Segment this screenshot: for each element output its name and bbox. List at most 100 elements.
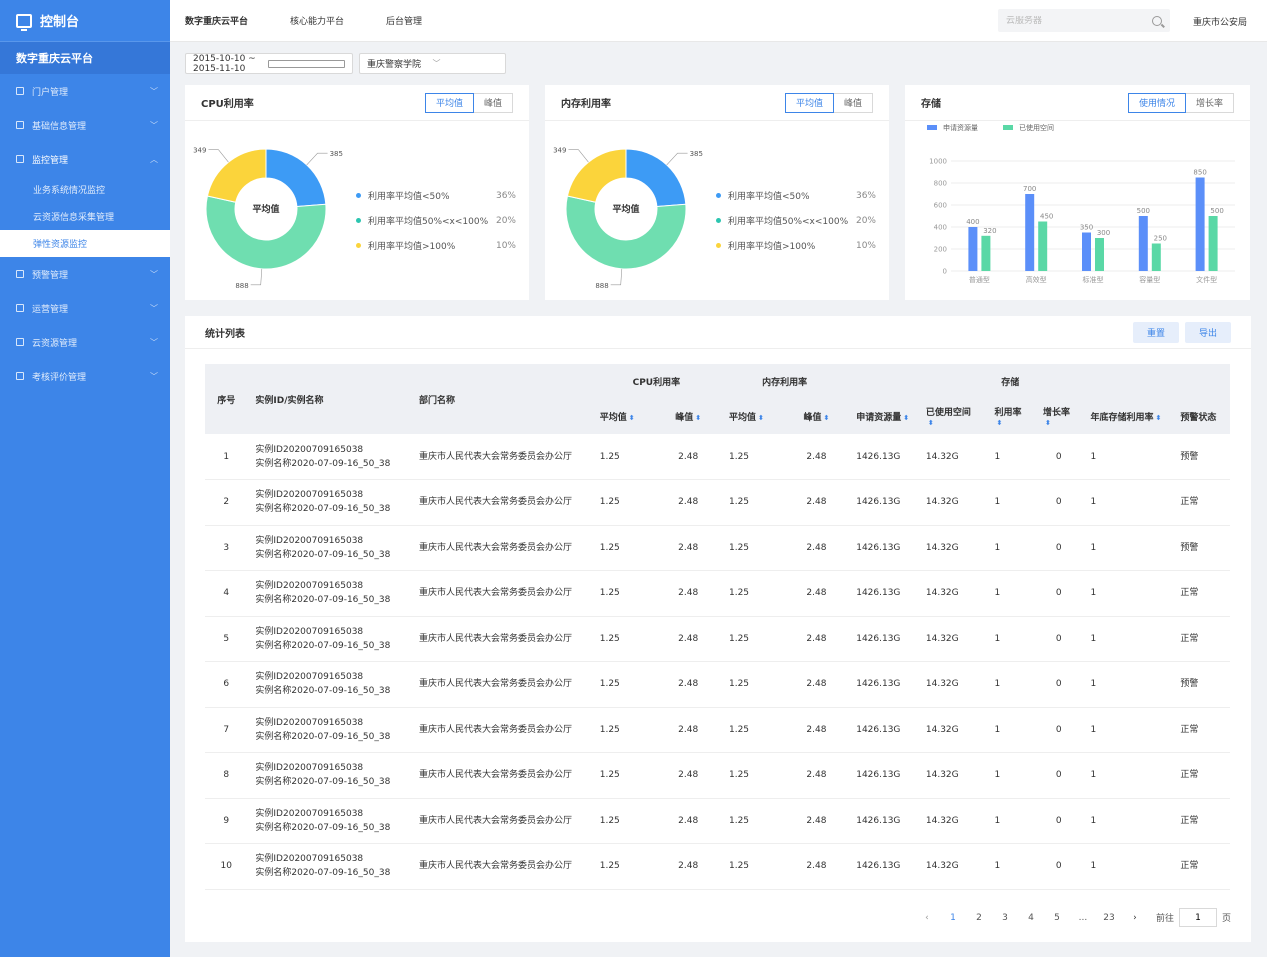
sort-icon[interactable]: ⬍ bbox=[1045, 419, 1051, 427]
col-mem-avg[interactable]: 平均值 ⬍ bbox=[720, 399, 785, 434]
bar-value-label: 500 bbox=[1210, 207, 1223, 215]
document-icon bbox=[16, 372, 24, 380]
export-button[interactable]: 导出 bbox=[1184, 321, 1231, 343]
x-tick-label: 文件型 bbox=[1196, 275, 1217, 284]
memory-avg-button[interactable]: 平均值 bbox=[784, 92, 834, 113]
donut-slice[interactable] bbox=[205, 195, 327, 270]
sidebar-item-portal[interactable]: 门户管理 ﹀ bbox=[0, 74, 170, 108]
col-cpu-peak[interactable]: 峰值 ⬍ bbox=[655, 399, 721, 434]
donut-slice[interactable] bbox=[566, 148, 627, 203]
sidebar-item-basic-info[interactable]: 基础信息管理 ﹀ bbox=[0, 108, 170, 142]
donut-slice[interactable] bbox=[565, 195, 687, 270]
sidebar-item-monitor[interactable]: 监控管理 ︿ bbox=[0, 142, 170, 176]
memory-peak-button[interactable]: 峰值 bbox=[833, 92, 873, 113]
donut-slice[interactable] bbox=[265, 148, 327, 208]
table-row[interactable]: 8 实例ID20200709165038 实例名称2020-07-09-16_50_… bbox=[205, 752, 1230, 799]
sort-icon[interactable]: ⬍ bbox=[758, 414, 764, 422]
donut-slice[interactable] bbox=[625, 148, 687, 208]
sort-icon[interactable]: ⬍ bbox=[903, 414, 910, 422]
bar[interactable] bbox=[1208, 216, 1218, 271]
table-row[interactable]: 1 实例ID20200709165038 实例名称2020-07-09-16_50_… bbox=[205, 434, 1230, 480]
storage-growth-button[interactable]: 增长率 bbox=[1185, 92, 1234, 113]
table-row[interactable]: 2 实例ID20200709165038 实例名称2020-07-09-16_50_… bbox=[205, 479, 1230, 526]
sort-icon[interactable]: ⬍ bbox=[927, 419, 934, 427]
sort-icon[interactable]: ⬍ bbox=[628, 414, 635, 422]
bar[interactable] bbox=[1025, 194, 1035, 271]
sidebar-item-alert[interactable]: 预警管理 ﹀ bbox=[0, 257, 170, 291]
date-range-picker[interactable]: 2015-10-10 ~ 2015-11-10 bbox=[185, 53, 353, 74]
date-range-value: 2015-10-10 ~ 2015-11-10 bbox=[193, 53, 256, 74]
table-row[interactable]: 3 实例ID20200709165038 实例名称2020-07-09-16_50_… bbox=[205, 525, 1230, 571]
bar[interactable] bbox=[1138, 216, 1148, 271]
sidebar-item-operation[interactable]: 运营管理 ﹀ bbox=[0, 291, 170, 325]
sort-icon[interactable]: ⬍ bbox=[1155, 414, 1162, 422]
sort-icon[interactable]: ⬍ bbox=[823, 414, 830, 422]
sidebar-subitem-business-monitor[interactable]: 业务系统情况监控 bbox=[33, 186, 106, 196]
cell-year-end: 1 bbox=[1082, 707, 1173, 753]
col-growth[interactable]: 增长率⬍ bbox=[1035, 399, 1083, 434]
sort-icon[interactable]: ⬍ bbox=[996, 419, 1003, 427]
col-usage[interactable]: 利用率⬍ bbox=[986, 399, 1036, 434]
table-row[interactable]: 7 实例ID20200709165038 实例名称2020-07-09-16_50_… bbox=[205, 707, 1230, 753]
goto-page-input[interactable] bbox=[1178, 908, 1217, 927]
table-row[interactable]: 4 实例ID20200709165038 实例名称2020-07-09-16_50_… bbox=[205, 570, 1230, 617]
search-icon[interactable] bbox=[1152, 15, 1162, 26]
bar[interactable] bbox=[981, 235, 991, 271]
top-nav-cloud-platform[interactable]: 数字重庆云平台 bbox=[185, 17, 249, 27]
page-button[interactable]: 1 bbox=[950, 912, 956, 923]
department-select[interactable]: 重庆警察学院 ﹀ bbox=[359, 53, 506, 74]
cell-applied: 1426.13G bbox=[848, 843, 918, 890]
x-tick-label: 高效型 bbox=[1026, 275, 1047, 284]
bar[interactable] bbox=[1151, 243, 1161, 272]
x-tick-label: 普通型 bbox=[969, 275, 990, 284]
page-button[interactable]: 4 bbox=[1028, 912, 1034, 923]
col-mem-peak[interactable]: 峰值 ⬍ bbox=[784, 399, 849, 434]
col-applied[interactable]: 申请资源量 ⬍ bbox=[848, 399, 918, 434]
top-nav-admin[interactable]: 后台管理 bbox=[386, 17, 423, 27]
user-name[interactable]: 重庆市公安局 bbox=[1192, 18, 1247, 28]
bar[interactable] bbox=[1082, 232, 1091, 272]
bar[interactable] bbox=[1095, 238, 1104, 271]
col-used[interactable]: 已使用空间⬍ bbox=[917, 399, 987, 434]
sidebar-item-evaluation[interactable]: 考核评价管理 ﹀ bbox=[0, 359, 170, 393]
cell-year-end: 1 bbox=[1082, 616, 1173, 662]
cell-usage: 1 bbox=[986, 752, 1036, 799]
bar[interactable] bbox=[968, 227, 978, 271]
search-input[interactable] bbox=[1006, 15, 1152, 26]
reset-button[interactable]: 重置 bbox=[1132, 321, 1179, 343]
cell-instance: 实例ID20200709165038 实例名称2020-07-09-16_50_3… bbox=[247, 434, 411, 480]
table-row[interactable]: 5 实例ID20200709165038 实例名称2020-07-09-16_50_… bbox=[205, 616, 1230, 662]
col-year-end[interactable]: 年底存储利用率 ⬍ bbox=[1082, 399, 1173, 434]
col-cpu-avg[interactable]: 平均值 ⬍ bbox=[591, 399, 656, 434]
sidebar-logo[interactable]: 控制台 bbox=[0, 0, 170, 42]
next-page-button[interactable]: › bbox=[1133, 912, 1137, 923]
sidebar-subitem-resource-collect[interactable]: 云资源信息采集管理 bbox=[33, 213, 115, 223]
storage-usage-button[interactable]: 使用情况 bbox=[1127, 92, 1186, 113]
top-nav-core-platform[interactable]: 核心能力平台 bbox=[290, 17, 345, 27]
page-button[interactable]: 23 bbox=[1103, 912, 1115, 923]
prev-page-button[interactable]: ‹ bbox=[925, 912, 929, 923]
cpu-avg-button[interactable]: 平均值 bbox=[424, 92, 474, 113]
page-button[interactable]: 5 bbox=[1054, 912, 1060, 923]
chevron-up-icon: ︿ bbox=[150, 154, 158, 164]
cell-applied: 1426.13G bbox=[848, 570, 918, 617]
instance-name: 实例名称2020-07-09-16_50_38 bbox=[255, 549, 391, 560]
cell-used: 14.32G bbox=[917, 479, 987, 526]
cell-cpu-avg: 1.25 bbox=[591, 616, 656, 662]
table-row[interactable]: 10 实例ID20200709165038 实例名称2020-07-09-16_50… bbox=[205, 843, 1230, 890]
sidebar-item-cloud-resource[interactable]: 云资源管理 ﹀ bbox=[0, 325, 170, 359]
sidebar-subitem-elastic-monitor[interactable]: 弹性资源监控 bbox=[0, 230, 170, 257]
cpu-peak-button[interactable]: 峰值 bbox=[473, 92, 513, 113]
sort-icon[interactable]: ⬍ bbox=[695, 414, 702, 422]
bar[interactable] bbox=[1038, 221, 1048, 272]
page-button[interactable]: 2 bbox=[976, 912, 982, 923]
donut-slice[interactable] bbox=[206, 148, 267, 203]
table-row[interactable]: 9 实例ID20200709165038 实例名称2020-07-09-16_50_… bbox=[205, 798, 1230, 844]
search-box bbox=[998, 9, 1170, 32]
cell-applied: 1426.13G bbox=[848, 752, 918, 799]
page-button[interactable]: 3 bbox=[1002, 912, 1008, 923]
cell-applied: 1426.13G bbox=[848, 616, 918, 662]
bar[interactable] bbox=[1195, 177, 1205, 272]
table-row[interactable]: 6 实例ID20200709165038 实例名称2020-07-09-16_50_… bbox=[205, 661, 1230, 708]
instance-id: 实例ID20200709165038 bbox=[255, 808, 364, 819]
